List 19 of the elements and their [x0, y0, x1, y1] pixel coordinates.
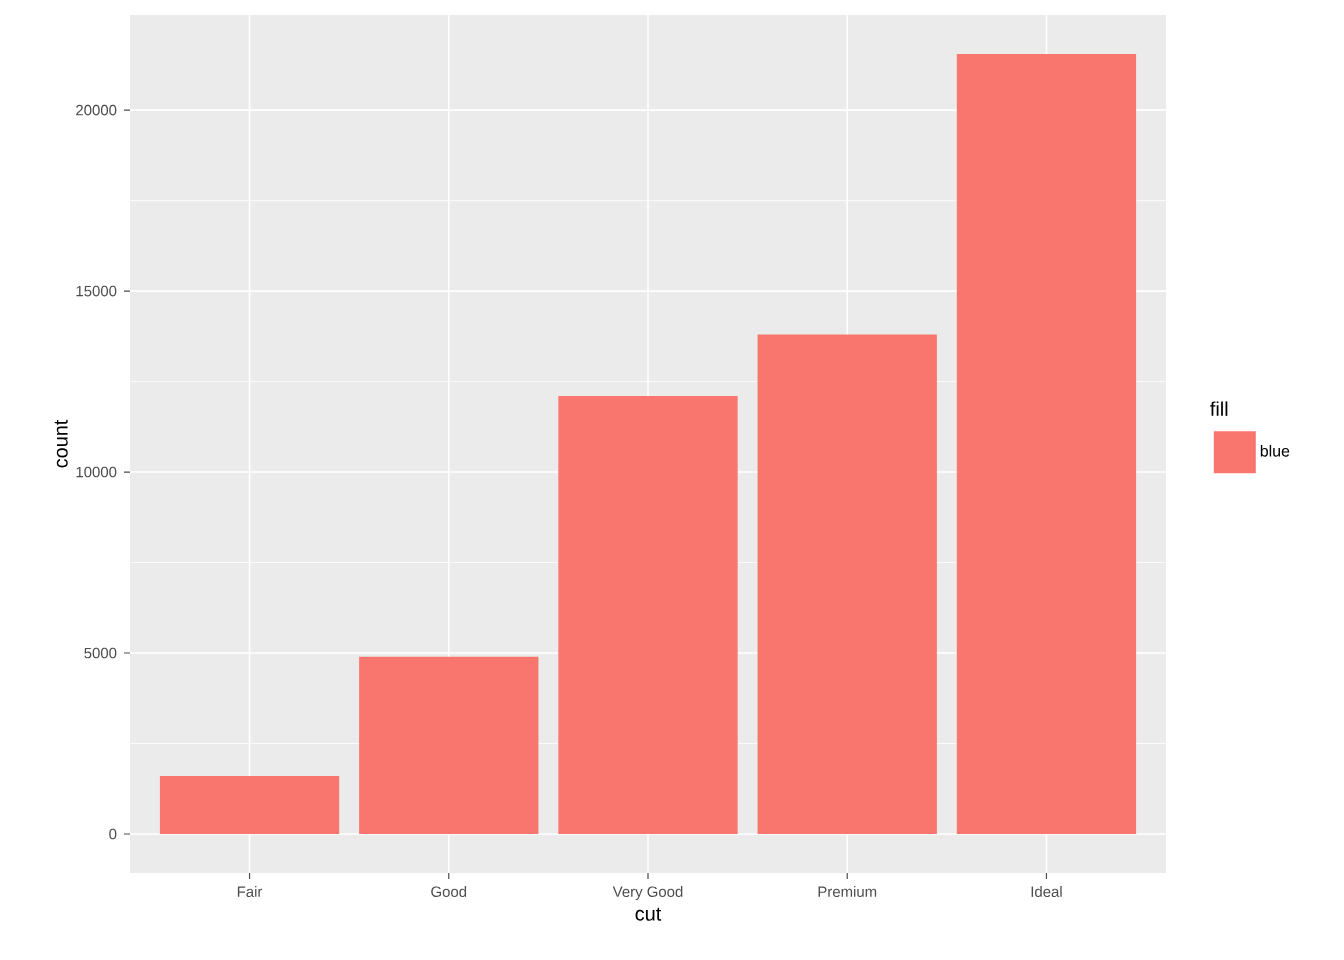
- x-tick-label: Fair: [237, 886, 263, 898]
- x-tick-label: Ideal: [1031, 886, 1062, 898]
- bar: [159, 776, 340, 834]
- x-tick-label: Very Good: [612, 886, 683, 900]
- bar: [359, 656, 539, 834]
- legend-title: fill: [1210, 401, 1228, 416]
- y-tick-label: 10000: [76, 466, 117, 478]
- y-tick-label: 0: [109, 828, 117, 840]
- x-tick-label: Premium: [818, 886, 877, 898]
- y-axis-title: count: [54, 419, 68, 468]
- y-tick-label: 20000: [76, 104, 117, 116]
- bar: [558, 396, 738, 834]
- x-axis-title: cut: [635, 907, 662, 921]
- y-tick-label: 15000: [76, 285, 117, 297]
- text: blue: [1260, 444, 1290, 457]
- bar: [757, 334, 937, 834]
- y-tick-label: 5000: [84, 647, 117, 659]
- x-tick-label: Good: [431, 886, 467, 898]
- bar: [956, 54, 1137, 834]
